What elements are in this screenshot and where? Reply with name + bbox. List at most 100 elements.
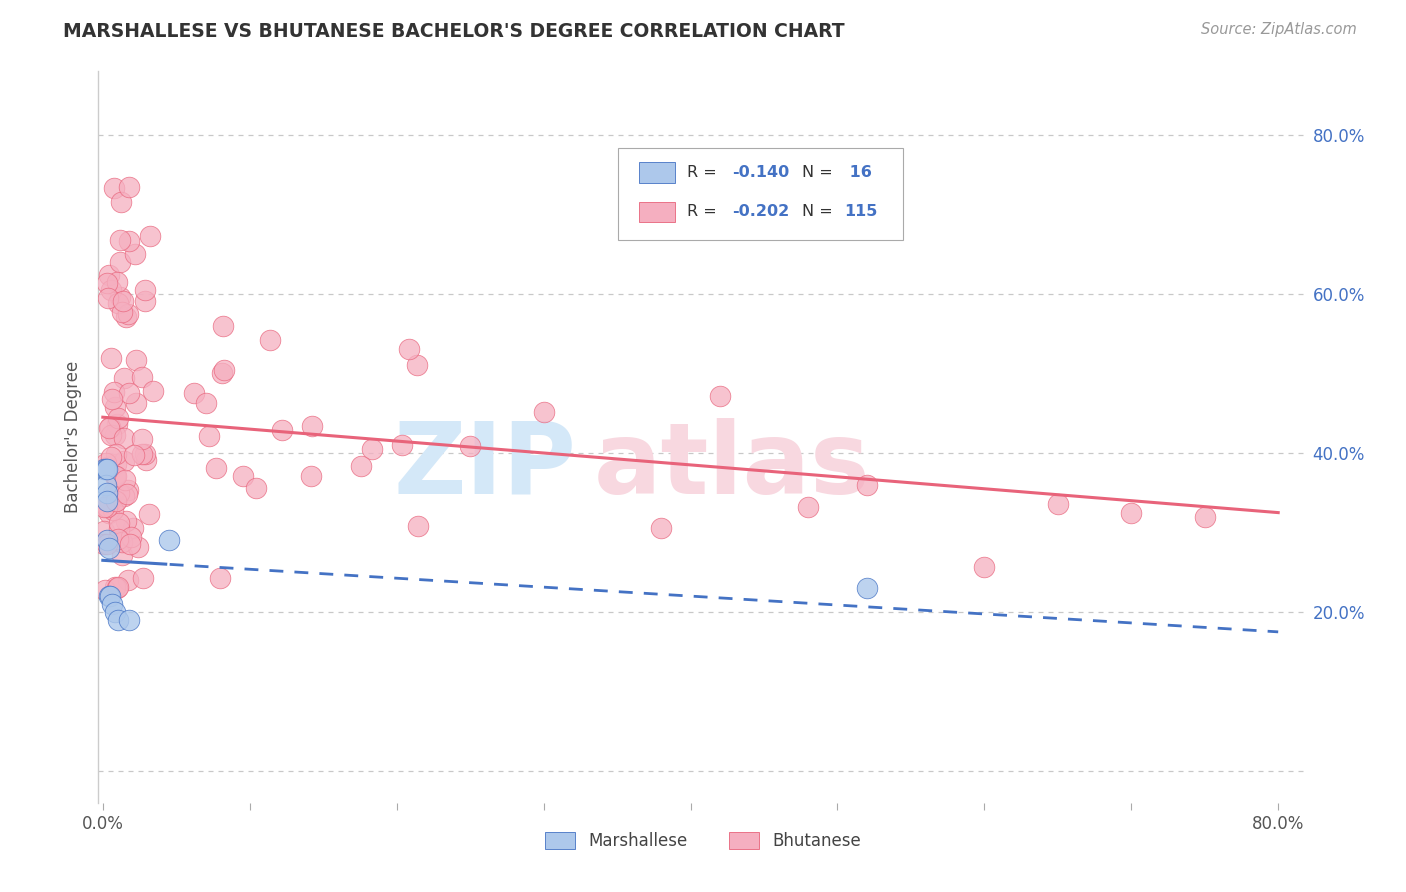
Point	[104, 400, 127, 414]
Point	[110, 195, 132, 210]
Point	[856, 581, 879, 595]
Point	[104, 457, 127, 471]
Point	[211, 318, 233, 333]
Point	[108, 486, 131, 500]
Point	[100, 351, 122, 365]
Point	[118, 180, 141, 194]
Point	[103, 503, 125, 517]
Point	[270, 423, 292, 437]
Point	[232, 468, 254, 483]
Point	[112, 431, 135, 445]
Text: Source: ZipAtlas.com: Source: ZipAtlas.com	[1201, 22, 1357, 37]
Y-axis label: Bachelor's Degree: Bachelor's Degree	[65, 361, 83, 513]
Point	[98, 589, 121, 603]
Point	[104, 494, 127, 508]
Point	[198, 429, 221, 443]
Point	[124, 247, 146, 261]
Point	[118, 613, 141, 627]
Point	[299, 468, 322, 483]
Point	[108, 516, 131, 531]
Point	[97, 268, 120, 282]
Point	[98, 421, 121, 435]
Point	[115, 486, 138, 500]
Point	[103, 605, 125, 619]
Point	[96, 462, 118, 476]
Text: 16: 16	[845, 165, 872, 180]
Point	[408, 518, 430, 533]
Point	[211, 366, 233, 380]
Point	[100, 427, 122, 442]
Point	[157, 533, 180, 548]
Point	[135, 453, 157, 467]
Point	[97, 589, 120, 603]
Text: atlas: atlas	[595, 417, 870, 515]
Point	[105, 417, 128, 432]
Point	[100, 450, 122, 464]
FancyBboxPatch shape	[619, 148, 903, 240]
Point	[131, 571, 153, 585]
Point	[120, 537, 142, 551]
Text: N =: N =	[803, 204, 838, 219]
Point	[245, 482, 267, 496]
Point	[107, 522, 129, 536]
Point	[709, 388, 731, 402]
Point	[96, 493, 118, 508]
Point	[97, 541, 120, 556]
Point	[96, 533, 118, 548]
Point	[107, 613, 129, 627]
Legend: Marshallese, Bhutanese: Marshallese, Bhutanese	[538, 825, 868, 856]
Point	[93, 537, 115, 551]
Point	[131, 370, 153, 384]
Point	[94, 462, 117, 476]
Point	[97, 291, 120, 305]
Point	[94, 583, 117, 598]
Point	[139, 228, 162, 243]
Point	[105, 469, 128, 483]
Point	[1046, 497, 1069, 511]
Point	[96, 460, 118, 475]
Point	[205, 460, 228, 475]
Text: R =: R =	[688, 204, 723, 219]
Point	[856, 478, 879, 492]
Point	[115, 310, 138, 324]
Point	[105, 275, 128, 289]
Point	[100, 392, 122, 406]
Point	[111, 535, 134, 549]
Point	[104, 469, 127, 483]
Point	[96, 485, 118, 500]
Point	[105, 494, 128, 508]
Point	[350, 458, 373, 473]
Point	[797, 500, 820, 515]
Point	[183, 386, 205, 401]
Point	[117, 235, 139, 249]
Point	[118, 385, 141, 400]
Text: R =: R =	[688, 165, 723, 180]
Point	[533, 405, 555, 419]
Point	[107, 580, 129, 594]
Point	[650, 521, 672, 535]
Point	[104, 580, 127, 594]
Point	[973, 559, 995, 574]
FancyBboxPatch shape	[638, 202, 675, 222]
Point	[398, 342, 420, 356]
Point	[98, 420, 121, 434]
Point	[134, 283, 156, 297]
Point	[195, 396, 218, 410]
Point	[121, 521, 143, 535]
Point	[259, 333, 281, 347]
Text: MARSHALLESE VS BHUTANESE BACHELOR'S DEGREE CORRELATION CHART: MARSHALLESE VS BHUTANESE BACHELOR'S DEGR…	[63, 22, 845, 41]
Point	[115, 514, 138, 528]
Point	[117, 483, 139, 497]
Point	[96, 276, 118, 290]
Point	[98, 506, 121, 520]
Point	[111, 294, 134, 309]
Point	[405, 359, 427, 373]
Point	[120, 530, 142, 544]
Point	[104, 447, 127, 461]
Point	[1121, 507, 1143, 521]
Point	[391, 438, 413, 452]
Point	[114, 370, 136, 384]
Point	[208, 571, 231, 585]
Text: -0.202: -0.202	[733, 204, 789, 219]
Point	[112, 454, 135, 468]
